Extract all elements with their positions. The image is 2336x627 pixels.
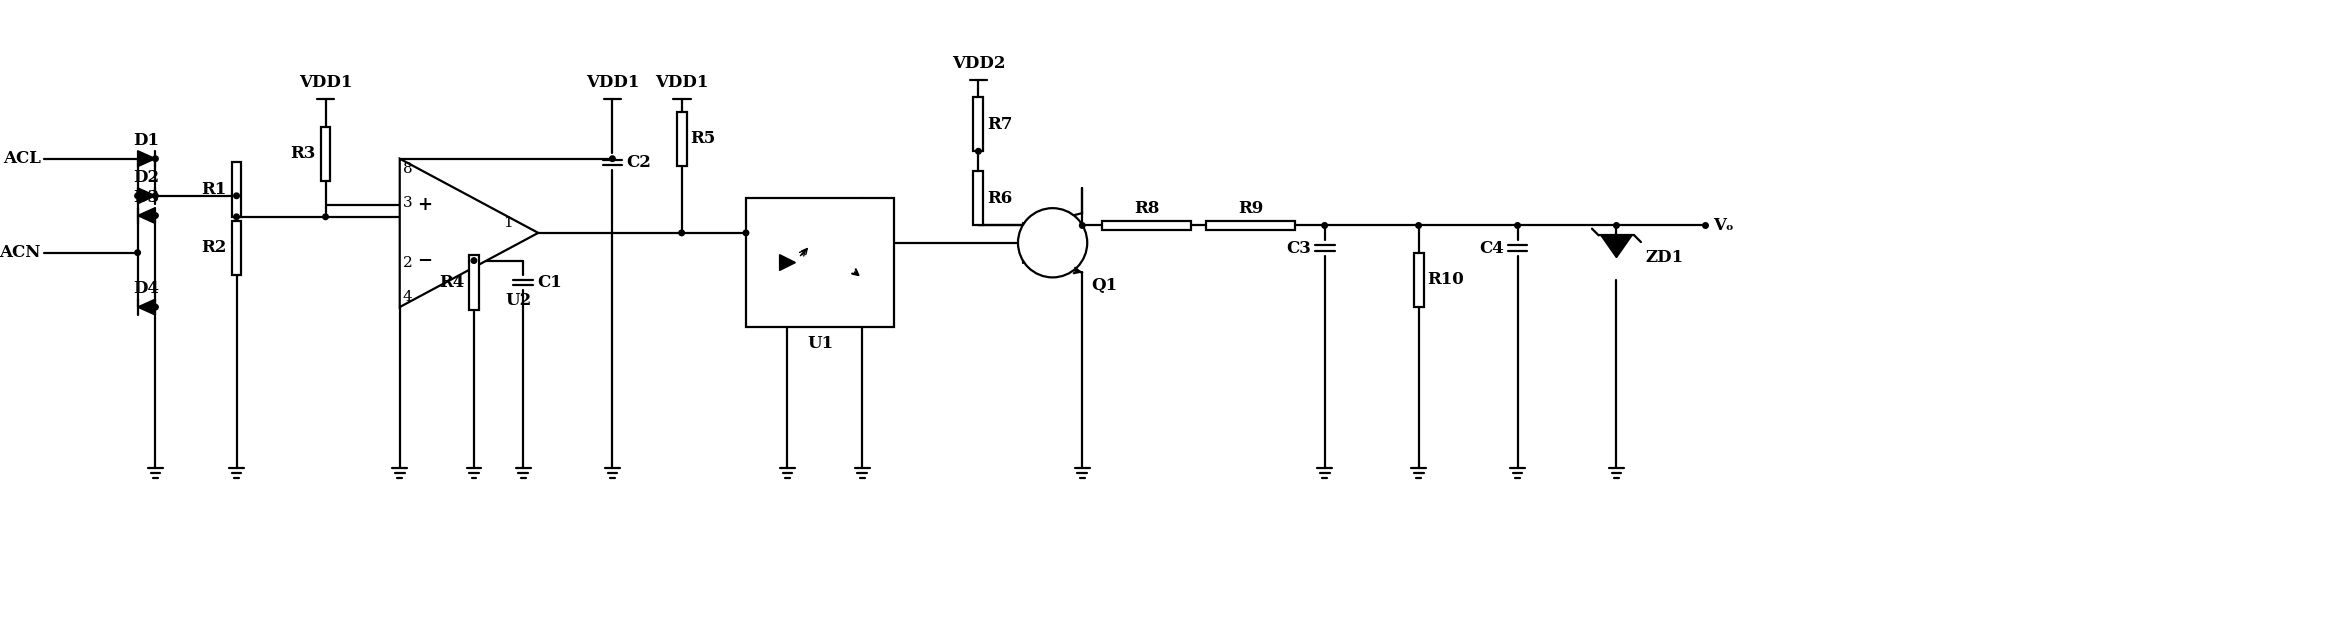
Circle shape	[152, 213, 159, 218]
Circle shape	[1416, 223, 1420, 228]
Bar	[974, 171, 983, 226]
Circle shape	[976, 149, 981, 154]
Text: R9: R9	[1238, 199, 1264, 216]
Circle shape	[234, 214, 238, 219]
Text: C1: C1	[537, 274, 563, 291]
Text: +: +	[416, 196, 432, 214]
Bar	[677, 112, 687, 166]
Polygon shape	[138, 187, 157, 204]
Text: VDD1: VDD1	[654, 75, 708, 92]
Text: Vₒ: Vₒ	[1712, 217, 1733, 234]
Bar	[1205, 221, 1294, 230]
Polygon shape	[399, 159, 537, 307]
Text: D2: D2	[133, 169, 159, 186]
Circle shape	[152, 156, 159, 162]
Circle shape	[680, 230, 684, 236]
Text: R5: R5	[691, 130, 715, 147]
Text: Q1: Q1	[1091, 277, 1117, 295]
Polygon shape	[138, 299, 157, 315]
Text: R4: R4	[439, 274, 465, 291]
Circle shape	[1322, 223, 1327, 228]
Circle shape	[472, 258, 477, 263]
Circle shape	[1514, 223, 1521, 228]
Text: R10: R10	[1427, 271, 1465, 288]
Text: R2: R2	[201, 240, 227, 256]
Text: ACL: ACL	[2, 150, 40, 167]
Text: 4: 4	[402, 290, 413, 304]
Polygon shape	[138, 150, 157, 167]
Bar	[745, 198, 895, 327]
Text: U2: U2	[505, 292, 533, 309]
Polygon shape	[138, 208, 157, 224]
Bar	[974, 97, 983, 151]
Bar	[320, 127, 329, 181]
Bar	[231, 221, 241, 275]
Text: C2: C2	[626, 154, 652, 171]
Text: D4: D4	[133, 280, 159, 297]
Polygon shape	[1600, 235, 1633, 258]
Text: VDD1: VDD1	[586, 75, 640, 92]
Bar	[470, 255, 479, 310]
Text: ACN: ACN	[0, 244, 40, 261]
Text: VDD2: VDD2	[951, 55, 1004, 71]
Text: 8: 8	[402, 162, 413, 176]
Circle shape	[152, 304, 159, 310]
Circle shape	[152, 193, 159, 199]
Circle shape	[1079, 223, 1084, 228]
Text: D3: D3	[133, 189, 159, 206]
Text: 1: 1	[505, 216, 514, 230]
Bar	[1103, 221, 1191, 230]
Bar	[231, 162, 241, 217]
Text: U1: U1	[806, 335, 834, 352]
Text: 3: 3	[402, 196, 413, 210]
Text: R6: R6	[988, 190, 1011, 207]
Circle shape	[135, 250, 140, 255]
Text: R3: R3	[290, 145, 315, 162]
Text: D1: D1	[133, 132, 159, 149]
Bar	[1413, 253, 1423, 307]
Circle shape	[1614, 223, 1619, 228]
Text: VDD1: VDD1	[299, 75, 353, 92]
Circle shape	[322, 214, 329, 219]
Text: R7: R7	[988, 115, 1014, 132]
Circle shape	[135, 193, 140, 199]
Text: C4: C4	[1479, 240, 1504, 256]
Text: R8: R8	[1133, 199, 1159, 216]
Text: 2: 2	[402, 256, 413, 270]
Text: R1: R1	[201, 181, 227, 198]
Text: −: −	[416, 251, 432, 270]
Circle shape	[743, 230, 750, 236]
Text: ZD1: ZD1	[1645, 249, 1684, 266]
Polygon shape	[780, 255, 797, 270]
Circle shape	[1018, 208, 1086, 277]
Circle shape	[234, 193, 238, 199]
Circle shape	[610, 156, 614, 162]
Text: C3: C3	[1285, 240, 1310, 256]
